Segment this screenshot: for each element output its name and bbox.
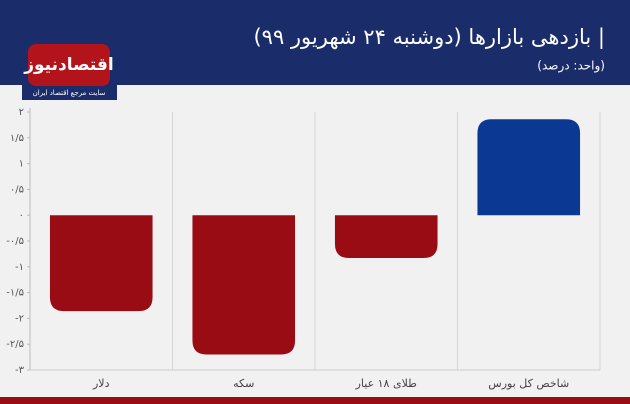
y-tick-label: -۲/۵ [6, 339, 24, 350]
bar [334, 215, 438, 259]
chart-subtitle: (واحد: درصد) [537, 59, 605, 74]
y-tick-label: -۱/۵ [6, 288, 24, 299]
y-tick-label: ۱ [19, 159, 24, 170]
y-tick-label: -۱ [15, 262, 24, 273]
y-tick-label: ۱/۵ [10, 133, 24, 144]
chart-title: | بازدهی بازارها (دوشنبه ۲۴ شهریور ۹۹) [253, 25, 605, 50]
footer-strip [0, 397, 630, 404]
logo-tagline: سایت مرجع اقتصاد ایران [33, 89, 106, 97]
bar [192, 215, 296, 355]
logo-box [28, 44, 110, 86]
x-tick-label: دلار [92, 377, 110, 390]
y-tick-label: ۰/۵ [10, 184, 24, 195]
logo-name: اقتصادنیوز [23, 55, 114, 75]
y-tick-label: -۰/۵ [6, 236, 24, 247]
x-tick-label: شاخص کل بورس [488, 377, 569, 390]
x-tick-label: سکه [233, 377, 254, 390]
y-tick-label: -۳ [15, 365, 25, 376]
bar [477, 119, 581, 216]
x-tick-label: طلای ۱۸ عیار [355, 377, 418, 390]
bar [49, 215, 153, 312]
y-tick-label: -۲ [15, 313, 24, 324]
y-tick-label: ۰ [19, 210, 24, 221]
logo-strip [22, 85, 117, 100]
y-tick-label: ۲ [19, 107, 24, 118]
